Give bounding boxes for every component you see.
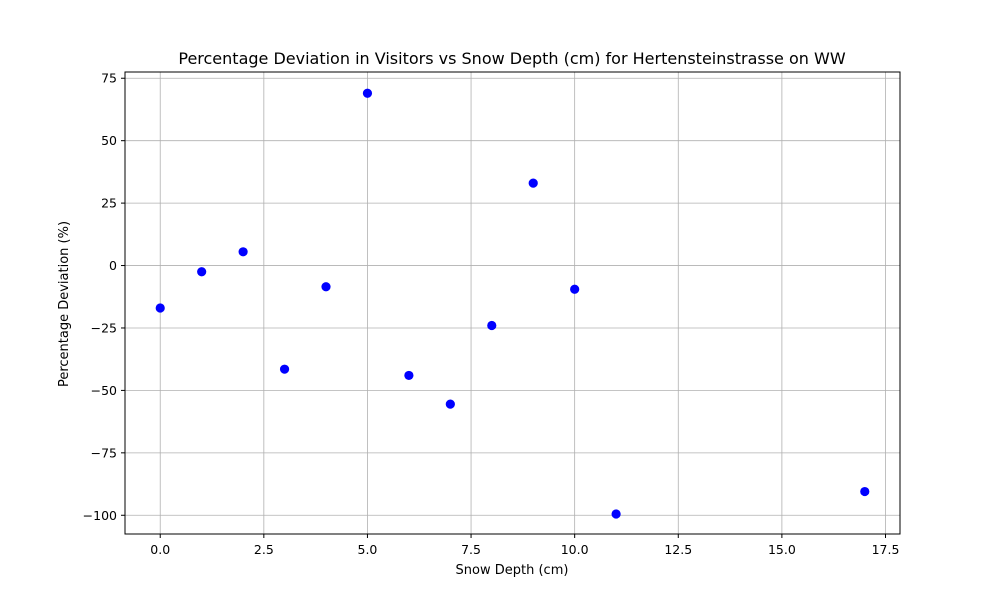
y-tick-label: −25: [91, 320, 117, 335]
y-axis-label: Percentage Deviation (%): [57, 221, 72, 387]
data-point: [404, 370, 414, 381]
chart-title: Percentage Deviation in Visitors vs Snow…: [178, 49, 845, 68]
grid-lines: [125, 72, 900, 534]
x-tick-label: 0.0: [150, 542, 170, 557]
x-tick-label: 12.5: [664, 542, 692, 557]
y-tick-label: 25: [101, 196, 117, 211]
data-point: [860, 486, 870, 497]
data-point: [321, 282, 331, 292]
data-point: [611, 509, 621, 519]
data-point: [362, 88, 373, 98]
y-tick-label: 50: [101, 133, 117, 148]
data-point: [279, 364, 290, 374]
y-tick-label: 0: [109, 258, 117, 273]
y-tick-label: −100: [83, 508, 117, 523]
data-point: [155, 303, 165, 313]
data-point: [445, 399, 455, 409]
x-tick-label: 15.0: [768, 542, 796, 557]
data-point: [487, 320, 497, 331]
data-point: [570, 284, 580, 294]
x-tick-label: 7.5: [461, 542, 481, 557]
x-tick-label: 10.0: [561, 542, 589, 557]
x-axis-label: Snow Depth (cm): [456, 563, 569, 578]
x-axis-ticks: 0.0 2.5 5.0 7.5 10.0 12.5 15.0 17.5: [150, 534, 899, 557]
plot-area-frame: [124, 71, 901, 535]
x-tick-label: 17.5: [872, 542, 900, 557]
x-tick-label: 2.5: [254, 542, 274, 557]
y-tick-label: 75: [101, 71, 117, 86]
y-axis-ticks: 75 50 25 0 −25 −50 −75 −100: [83, 71, 125, 523]
x-tick-label: 5.0: [358, 542, 378, 557]
y-tick-label: −75: [91, 445, 117, 460]
data-point: [238, 247, 248, 257]
data-point: [197, 267, 207, 277]
data-points: [155, 88, 870, 519]
y-tick-label: −50: [91, 383, 117, 398]
data-point: [528, 178, 538, 188]
